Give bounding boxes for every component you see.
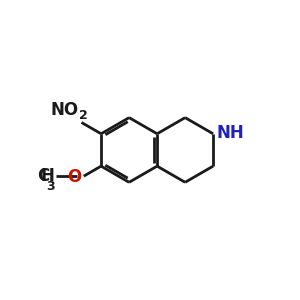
Text: 3: 3	[46, 180, 55, 193]
Text: NO: NO	[50, 100, 78, 118]
Text: NH: NH	[216, 124, 244, 142]
Text: 2: 2	[79, 109, 88, 122]
Text: O: O	[67, 168, 81, 186]
Text: C: C	[37, 167, 49, 185]
Text: H: H	[41, 167, 55, 185]
